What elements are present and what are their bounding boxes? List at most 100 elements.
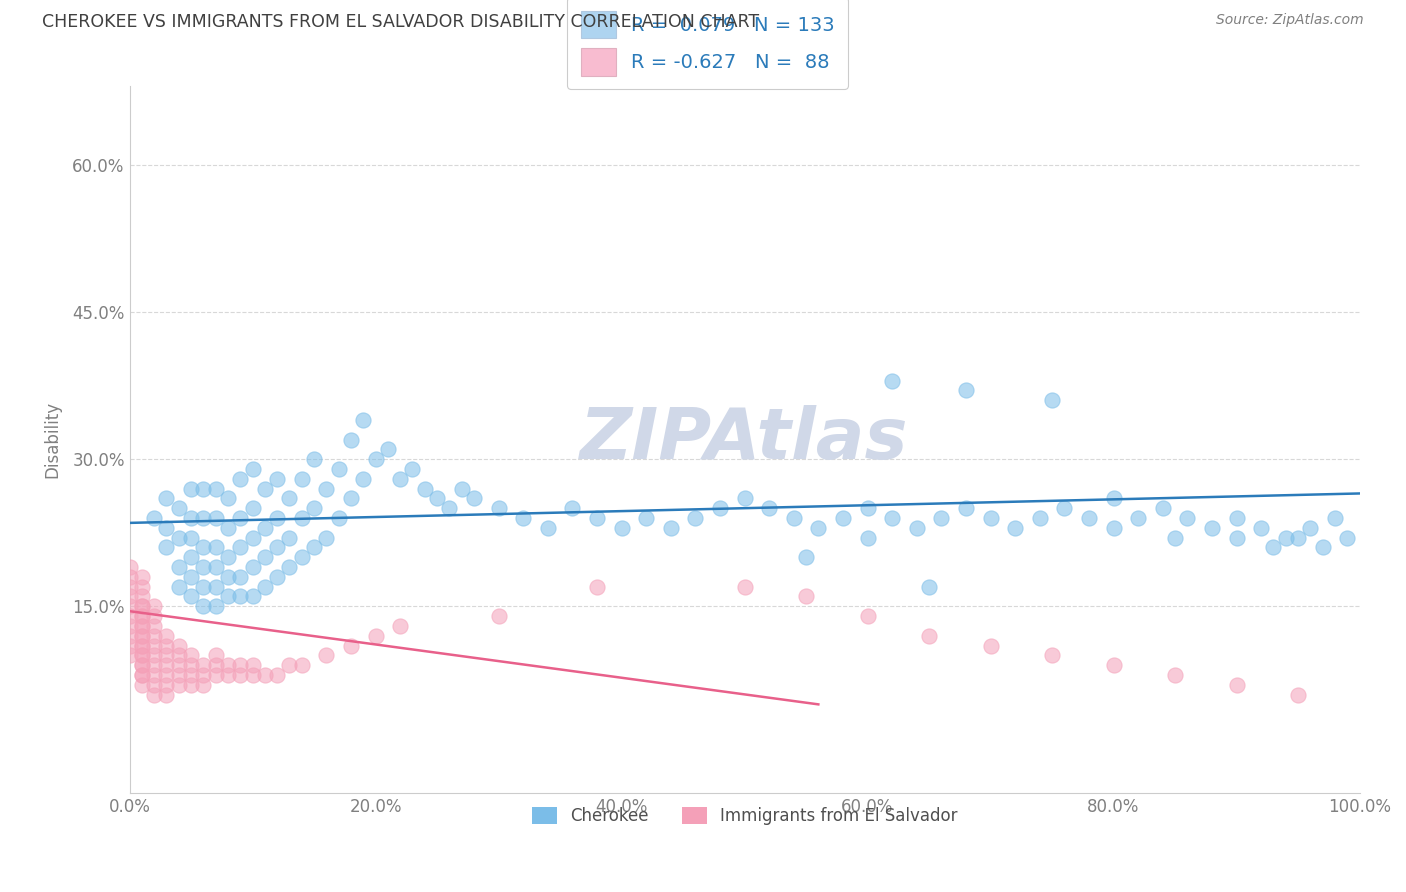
Point bbox=[266, 570, 288, 584]
Point bbox=[807, 521, 830, 535]
Point bbox=[340, 491, 363, 506]
Point bbox=[1102, 658, 1125, 673]
Point bbox=[1164, 531, 1187, 545]
Point bbox=[1152, 501, 1174, 516]
Point bbox=[1336, 531, 1358, 545]
Point bbox=[980, 511, 1002, 525]
Point bbox=[439, 501, 461, 516]
Point bbox=[918, 580, 941, 594]
Point bbox=[856, 609, 879, 624]
Point bbox=[143, 619, 166, 633]
Point bbox=[905, 521, 928, 535]
Point bbox=[882, 511, 904, 525]
Point bbox=[488, 609, 510, 624]
Point bbox=[118, 629, 141, 643]
Point bbox=[1286, 531, 1309, 545]
Point bbox=[340, 433, 363, 447]
Point bbox=[512, 511, 534, 525]
Point bbox=[131, 639, 153, 653]
Point bbox=[204, 599, 226, 614]
Point bbox=[1040, 648, 1063, 663]
Point bbox=[118, 609, 141, 624]
Point bbox=[401, 462, 423, 476]
Point bbox=[180, 531, 202, 545]
Point bbox=[242, 658, 264, 673]
Point bbox=[1225, 678, 1247, 692]
Point bbox=[315, 648, 337, 663]
Point bbox=[1286, 688, 1309, 702]
Point bbox=[131, 648, 153, 663]
Point bbox=[302, 501, 325, 516]
Point bbox=[1004, 521, 1026, 535]
Point bbox=[636, 511, 658, 525]
Point bbox=[377, 442, 399, 457]
Point bbox=[204, 580, 226, 594]
Point bbox=[1323, 511, 1346, 525]
Point bbox=[180, 511, 202, 525]
Point bbox=[229, 590, 252, 604]
Point bbox=[783, 511, 806, 525]
Point bbox=[118, 619, 141, 633]
Point bbox=[193, 658, 215, 673]
Point bbox=[131, 599, 153, 614]
Point bbox=[758, 501, 780, 516]
Point bbox=[1126, 511, 1149, 525]
Point bbox=[143, 688, 166, 702]
Point bbox=[193, 560, 215, 574]
Point bbox=[217, 491, 239, 506]
Point bbox=[143, 648, 166, 663]
Point bbox=[155, 658, 177, 673]
Point bbox=[278, 531, 301, 545]
Point bbox=[463, 491, 485, 506]
Point bbox=[1274, 531, 1296, 545]
Point bbox=[180, 570, 202, 584]
Point bbox=[426, 491, 449, 506]
Point bbox=[204, 658, 226, 673]
Point bbox=[143, 609, 166, 624]
Point bbox=[131, 580, 153, 594]
Point bbox=[180, 678, 202, 692]
Point bbox=[242, 590, 264, 604]
Point bbox=[180, 550, 202, 565]
Point bbox=[193, 482, 215, 496]
Point bbox=[180, 482, 202, 496]
Point bbox=[242, 668, 264, 682]
Point bbox=[143, 668, 166, 682]
Point bbox=[217, 570, 239, 584]
Text: CHEROKEE VS IMMIGRANTS FROM EL SALVADOR DISABILITY CORRELATION CHART: CHEROKEE VS IMMIGRANTS FROM EL SALVADOR … bbox=[42, 13, 759, 31]
Point bbox=[1164, 668, 1187, 682]
Point bbox=[364, 452, 387, 467]
Point bbox=[389, 472, 412, 486]
Point bbox=[291, 550, 314, 565]
Point bbox=[450, 482, 472, 496]
Point bbox=[217, 668, 239, 682]
Point bbox=[118, 580, 141, 594]
Point bbox=[204, 511, 226, 525]
Point bbox=[131, 658, 153, 673]
Point bbox=[315, 531, 337, 545]
Point bbox=[328, 462, 350, 476]
Point bbox=[1077, 511, 1099, 525]
Point bbox=[217, 550, 239, 565]
Point bbox=[131, 609, 153, 624]
Point bbox=[217, 521, 239, 535]
Point bbox=[709, 501, 731, 516]
Point bbox=[131, 668, 153, 682]
Point bbox=[266, 472, 288, 486]
Point bbox=[118, 560, 141, 574]
Point bbox=[1053, 501, 1076, 516]
Point bbox=[204, 648, 226, 663]
Point bbox=[167, 531, 190, 545]
Point bbox=[155, 688, 177, 702]
Point bbox=[155, 639, 177, 653]
Point bbox=[537, 521, 560, 535]
Point bbox=[832, 511, 855, 525]
Point bbox=[180, 648, 202, 663]
Point bbox=[143, 629, 166, 643]
Point bbox=[167, 658, 190, 673]
Point bbox=[266, 668, 288, 682]
Point bbox=[143, 658, 166, 673]
Point bbox=[193, 580, 215, 594]
Legend: Cherokee, Immigrants from El Salvador: Cherokee, Immigrants from El Salvador bbox=[523, 799, 966, 834]
Point bbox=[1250, 521, 1272, 535]
